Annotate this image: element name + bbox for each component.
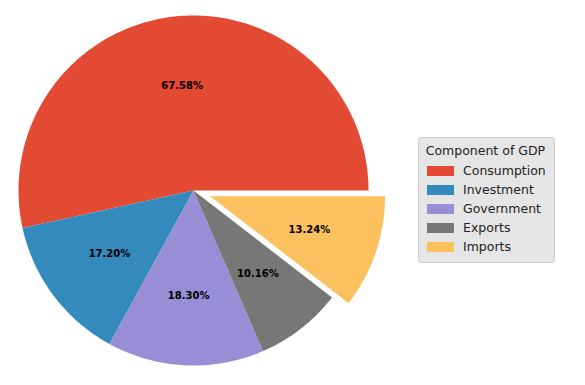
- svg-text:18.30%: 18.30%: [168, 290, 210, 301]
- svg-text:67.58%: 67.58%: [161, 80, 203, 91]
- svg-text:13.24%: 13.24%: [289, 224, 331, 235]
- html-text:Consumption: Consumption: [463, 163, 546, 178]
- svg-text:17.20%: 17.20%: [89, 248, 131, 259]
- html-text:Investment: Investment: [463, 182, 534, 197]
- svg-text:10.16%: 10.16%: [237, 268, 279, 279]
- html-text:Government: Government: [463, 201, 541, 216]
- html-text:Component of GDP: Component of GDP: [425, 143, 546, 158]
- html-text:Imports: Imports: [463, 239, 511, 254]
- html-text:Exports: Exports: [463, 220, 511, 235]
